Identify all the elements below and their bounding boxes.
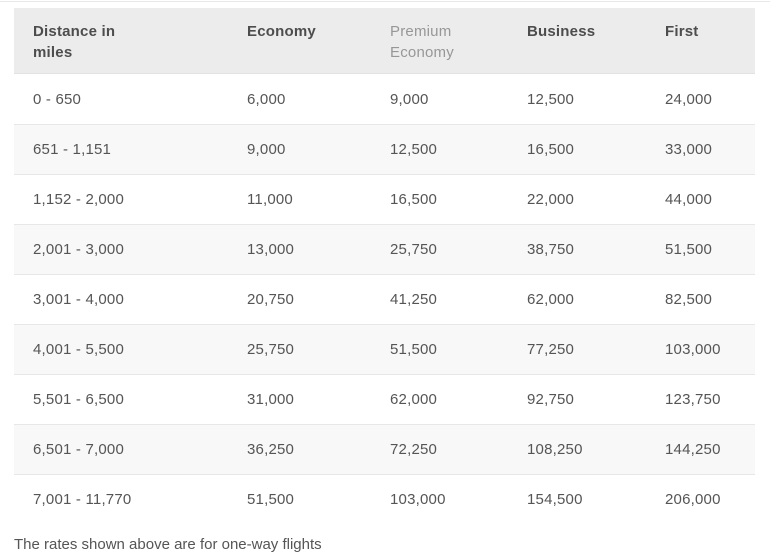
column-header-economy: Economy [247, 23, 316, 40]
miles-value-cell: 51,500 [665, 241, 713, 258]
table-row: 651 - 1,151 9,000 12,500 16,500 33,000 [14, 124, 755, 174]
distance-range-cell: 2,001 - 3,000 [33, 241, 125, 258]
miles-value-cell: 82,500 [665, 291, 713, 308]
miles-value-cell: 22,000 [527, 191, 575, 208]
table-row: 6,501 - 7,000 36,250 72,250 108,250 144,250 [14, 424, 755, 474]
miles-value-cell: 6,000 [247, 90, 286, 108]
miles-value-cell: 103,000 [665, 341, 721, 358]
miles-value-cell: 154,500 [527, 491, 583, 508]
column-header-premium-economy: Premium Economy [390, 23, 454, 61]
miles-value-cell: 51,500 [390, 341, 438, 358]
table-row: 5,501 - 6,500 31,000 62,000 92,750 123,750 [14, 374, 755, 424]
miles-value-cell: 123,750 [665, 391, 721, 408]
distance-range-cell: 6,501 - 7,000 [33, 441, 125, 458]
miles-value-cell: 16,500 [527, 141, 575, 158]
miles-value-cell: 206,000 [665, 491, 721, 508]
miles-value-cell: 36,250 [247, 441, 295, 458]
top-divider [0, 1, 770, 2]
miles-value-cell: 13,000 [247, 241, 295, 258]
miles-value-cell: 108,250 [527, 441, 583, 458]
miles-value-cell: 44,000 [665, 191, 713, 208]
miles-value-cell: 9,000 [390, 90, 429, 108]
table-row: 1,152 - 2,000 11,000 16,500 22,000 44,000 [14, 174, 755, 224]
miles-value-cell: 72,250 [390, 441, 438, 458]
miles-value-cell: 92,750 [527, 391, 575, 408]
table-body: 0 - 650 6,000 9,000 12,500 24,000 651 - 1,151… [14, 74, 755, 524]
column-header-distance-in-miles: Distance in miles [33, 23, 116, 61]
miles-value-cell: 16,500 [390, 191, 438, 208]
table-row: 3,001 - 4,000 20,750 41,250 62,000 82,500 [14, 274, 755, 324]
table-row: 2,001 - 3,000 13,000 25,750 38,750 51,500 [14, 224, 755, 274]
distance-range-cell: 5,501 - 6,500 [33, 391, 125, 408]
miles-value-cell: 25,750 [390, 241, 438, 258]
table-footnote: The rates shown above are for one-way fl… [14, 536, 322, 553]
award-chart-table: Distance in miles Economy Premium Economy B… [14, 8, 755, 524]
miles-value-cell: 103,000 [390, 491, 446, 508]
miles-value-cell: 31,000 [247, 391, 295, 408]
miles-value-cell: 12,500 [390, 141, 438, 158]
miles-value-cell: 20,750 [247, 291, 295, 308]
miles-value-cell: 41,250 [390, 291, 438, 308]
miles-value-cell: 51,500 [247, 491, 295, 508]
table-row: 0 - 650 6,000 9,000 12,500 24,000 [14, 74, 755, 124]
distance-range-cell: 651 - 1,151 [33, 141, 112, 158]
miles-value-cell: 62,000 [527, 291, 575, 308]
distance-range-cell: 4,001 - 5,500 [33, 341, 125, 358]
distance-range-cell: 7,001 - 11,770 [33, 491, 132, 508]
miles-value-cell: 62,000 [390, 391, 438, 408]
miles-value-cell: 24,000 [665, 90, 713, 108]
distance-range-cell: 0 - 650 [33, 90, 82, 108]
column-header-first: First [665, 23, 699, 40]
miles-value-cell: 9,000 [247, 141, 286, 158]
miles-value-cell: 38,750 [527, 241, 575, 258]
column-header-business: Business [527, 23, 596, 40]
distance-range-cell: 3,001 - 4,000 [33, 291, 125, 308]
table-header-row: Distance in miles Economy Premium Economy B… [14, 8, 755, 74]
miles-value-cell: 11,000 [247, 191, 293, 208]
miles-value-cell: 144,250 [665, 441, 721, 458]
miles-value-cell: 33,000 [665, 141, 713, 158]
table-row: 7,001 - 11,770 51,500 103,000 154,500 206,00… [14, 474, 755, 524]
table-row: 4,001 - 5,500 25,750 51,500 77,250 103,000 [14, 324, 755, 374]
miles-value-cell: 77,250 [527, 341, 575, 358]
distance-range-cell: 1,152 - 2,000 [33, 191, 125, 208]
miles-value-cell: 12,500 [527, 90, 575, 108]
miles-value-cell: 25,750 [247, 341, 295, 358]
